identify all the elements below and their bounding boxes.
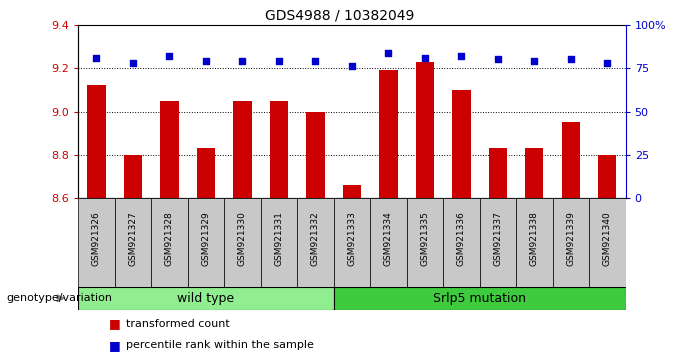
Bar: [87, 86, 105, 198]
Text: transformed count: transformed count: [126, 319, 230, 329]
Bar: [233, 101, 252, 198]
FancyBboxPatch shape: [78, 198, 115, 287]
Point: [456, 53, 466, 59]
Bar: [415, 62, 434, 198]
Bar: [306, 112, 324, 198]
FancyBboxPatch shape: [407, 198, 443, 287]
Point: [420, 55, 430, 61]
Bar: [452, 90, 471, 198]
FancyBboxPatch shape: [115, 198, 151, 287]
Text: wild type: wild type: [177, 292, 235, 305]
Text: GSM921332: GSM921332: [311, 212, 320, 266]
Text: genotype/variation: genotype/variation: [7, 293, 113, 303]
FancyBboxPatch shape: [334, 198, 370, 287]
Text: GSM921329: GSM921329: [201, 212, 210, 266]
FancyBboxPatch shape: [516, 198, 553, 287]
Text: GSM921339: GSM921339: [566, 212, 575, 267]
Point: [273, 58, 284, 64]
FancyBboxPatch shape: [589, 198, 626, 287]
Point: [565, 57, 576, 62]
Bar: [343, 185, 361, 198]
Bar: [489, 148, 507, 198]
Text: ■: ■: [109, 318, 120, 330]
FancyBboxPatch shape: [479, 198, 516, 287]
Text: GSM921326: GSM921326: [92, 212, 101, 266]
Point: [492, 57, 503, 62]
Point: [164, 53, 175, 59]
Point: [201, 58, 211, 64]
FancyBboxPatch shape: [260, 198, 297, 287]
Point: [91, 55, 102, 61]
Text: GSM921333: GSM921333: [347, 212, 356, 267]
Text: GDS4988 / 10382049: GDS4988 / 10382049: [265, 9, 415, 23]
FancyBboxPatch shape: [553, 198, 589, 287]
Text: GSM921330: GSM921330: [238, 212, 247, 267]
FancyBboxPatch shape: [224, 198, 260, 287]
Point: [346, 64, 357, 69]
Text: GSM921334: GSM921334: [384, 212, 393, 266]
FancyBboxPatch shape: [370, 198, 407, 287]
Bar: [334, 287, 626, 310]
Bar: [124, 155, 142, 198]
Text: GSM921336: GSM921336: [457, 212, 466, 267]
Text: GSM921331: GSM921331: [275, 212, 284, 267]
FancyBboxPatch shape: [188, 198, 224, 287]
FancyBboxPatch shape: [151, 198, 188, 287]
Text: Srlp5 mutation: Srlp5 mutation: [433, 292, 526, 305]
Bar: [160, 101, 179, 198]
Bar: [562, 122, 580, 198]
Point: [237, 58, 248, 64]
Bar: [598, 155, 617, 198]
Point: [128, 60, 139, 66]
Point: [310, 58, 321, 64]
Text: GSM921340: GSM921340: [603, 212, 612, 266]
FancyBboxPatch shape: [297, 198, 334, 287]
Bar: [525, 148, 543, 198]
Text: GSM921335: GSM921335: [420, 212, 429, 267]
Text: GSM921328: GSM921328: [165, 212, 174, 266]
FancyBboxPatch shape: [443, 198, 479, 287]
Text: ■: ■: [109, 339, 120, 352]
Point: [529, 58, 540, 64]
Bar: [197, 148, 215, 198]
Point: [602, 60, 613, 66]
Text: percentile rank within the sample: percentile rank within the sample: [126, 340, 313, 350]
Bar: [78, 287, 334, 310]
Text: GSM921337: GSM921337: [494, 212, 503, 267]
Text: GSM921327: GSM921327: [129, 212, 137, 266]
Bar: [270, 101, 288, 198]
Bar: [379, 70, 398, 198]
Point: [383, 50, 394, 55]
Text: GSM921338: GSM921338: [530, 212, 539, 267]
